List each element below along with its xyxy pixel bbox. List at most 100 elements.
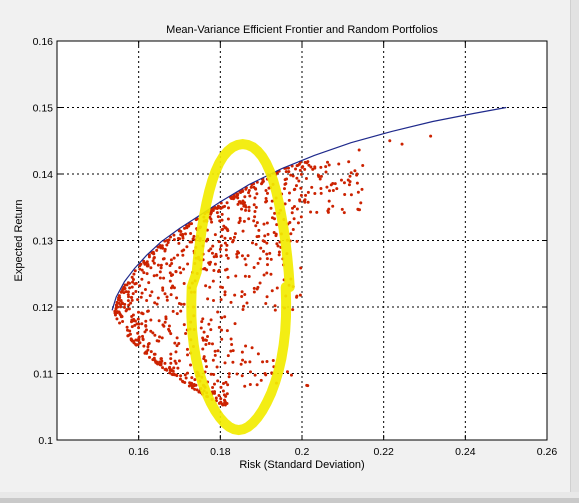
portfolio-point: [221, 381, 225, 385]
portfolio-point: [249, 185, 253, 189]
efficient-frontier-line: [111, 106, 507, 311]
portfolio-point: [129, 320, 133, 324]
portfolio-point: [355, 173, 359, 177]
portfolio-point: [201, 336, 205, 340]
portfolio-point: [331, 188, 335, 192]
portfolio-point: [189, 363, 193, 367]
portfolio-point: [152, 256, 156, 260]
portfolio-point: [225, 392, 229, 396]
portfolio-point: [161, 286, 165, 290]
portfolio-point: [226, 217, 230, 221]
portfolio-point: [147, 341, 151, 345]
portfolio-point: [159, 263, 163, 267]
portfolio-point: [240, 207, 244, 211]
portfolio-point: [285, 370, 289, 374]
portfolio-point: [342, 211, 346, 215]
portfolio-point: [212, 382, 216, 386]
portfolio-point: [220, 228, 224, 232]
portfolio-point: [270, 289, 274, 293]
portfolio-point: [253, 373, 257, 377]
portfolio-point: [208, 285, 212, 289]
portfolio-point: [256, 261, 260, 265]
portfolio-point: [287, 170, 291, 174]
portfolio-point: [120, 301, 124, 305]
portfolio-point: [168, 264, 172, 268]
portfolio-point: [181, 236, 185, 240]
portfolio-point: [127, 295, 131, 299]
portfolio-point: [240, 350, 244, 354]
portfolio-point: [260, 180, 264, 184]
portfolio-point: [333, 182, 337, 186]
portfolio-point: [304, 176, 308, 180]
portfolio-point: [130, 285, 134, 289]
portfolio-point: [313, 192, 317, 196]
portfolio-point: [153, 333, 157, 337]
portfolio-point: [169, 332, 173, 336]
portfolio-point: [270, 199, 274, 203]
portfolio-point: [158, 335, 162, 339]
portfolio-point: [188, 240, 192, 244]
portfolio-point: [224, 248, 228, 252]
portfolio-point: [294, 184, 298, 188]
portfolio-point: [265, 263, 269, 267]
portfolio-point: [264, 188, 268, 192]
portfolio-point: [310, 185, 314, 189]
portfolio-point: [273, 304, 277, 308]
portfolio-point: [275, 223, 279, 227]
portfolio-point: [215, 211, 219, 215]
portfolio-point: [127, 333, 131, 337]
portfolio-point: [327, 199, 331, 203]
portfolio-point: [255, 383, 259, 387]
portfolio-point: [298, 293, 302, 297]
portfolio-point: [169, 361, 173, 365]
portfolio-point: [115, 310, 119, 314]
y-tick-label: 0.15: [33, 103, 54, 115]
portfolio-point: [277, 250, 281, 254]
portfolio-point: [140, 268, 144, 272]
y-tick-label: 0.13: [33, 236, 54, 248]
portfolio-point: [223, 290, 227, 294]
portfolio-point: [174, 350, 178, 354]
portfolio-point: [244, 205, 248, 209]
portfolio-point: [126, 290, 130, 294]
portfolio-point: [316, 173, 320, 177]
portfolio-point: [157, 319, 161, 323]
portfolio-point: [185, 245, 189, 249]
portfolio-point: [247, 274, 251, 278]
portfolio-point: [223, 400, 227, 404]
portfolio-point: [326, 160, 330, 164]
portfolio-point: [291, 308, 295, 312]
portfolio-point: [259, 246, 263, 250]
portfolio-point: [291, 206, 295, 210]
portfolio-point: [244, 263, 248, 267]
portfolio-point: [153, 301, 157, 305]
portfolio-point: [233, 232, 237, 236]
portfolio-point: [191, 237, 195, 241]
portfolio-point: [315, 210, 319, 214]
portfolio-point: [349, 171, 353, 175]
portfolio-point: [181, 253, 185, 257]
portfolio-point: [204, 342, 208, 346]
portfolio-point: [243, 257, 247, 261]
portfolio-point: [236, 196, 240, 200]
portfolio-point: [220, 212, 224, 216]
portfolio-point: [265, 221, 269, 225]
portfolio-point: [248, 382, 252, 386]
portfolio-point: [325, 185, 329, 189]
portfolio-point: [182, 323, 186, 327]
portfolio-point: [217, 401, 221, 405]
portfolio-point: [286, 166, 290, 170]
portfolio-point: [262, 239, 266, 243]
portfolio-point: [138, 264, 142, 268]
portfolio-point: [252, 286, 256, 290]
portfolio-point: [240, 290, 244, 294]
portfolio-point: [212, 269, 216, 273]
portfolio-point: [169, 258, 173, 262]
portfolio-point: [129, 301, 133, 305]
portfolio-point: [250, 346, 254, 350]
portfolio-point: [185, 371, 189, 375]
x-tick-label: 0.26: [537, 446, 558, 458]
portfolio-point: [157, 339, 161, 343]
portfolio-point: [195, 388, 199, 392]
portfolio-point: [327, 163, 331, 167]
